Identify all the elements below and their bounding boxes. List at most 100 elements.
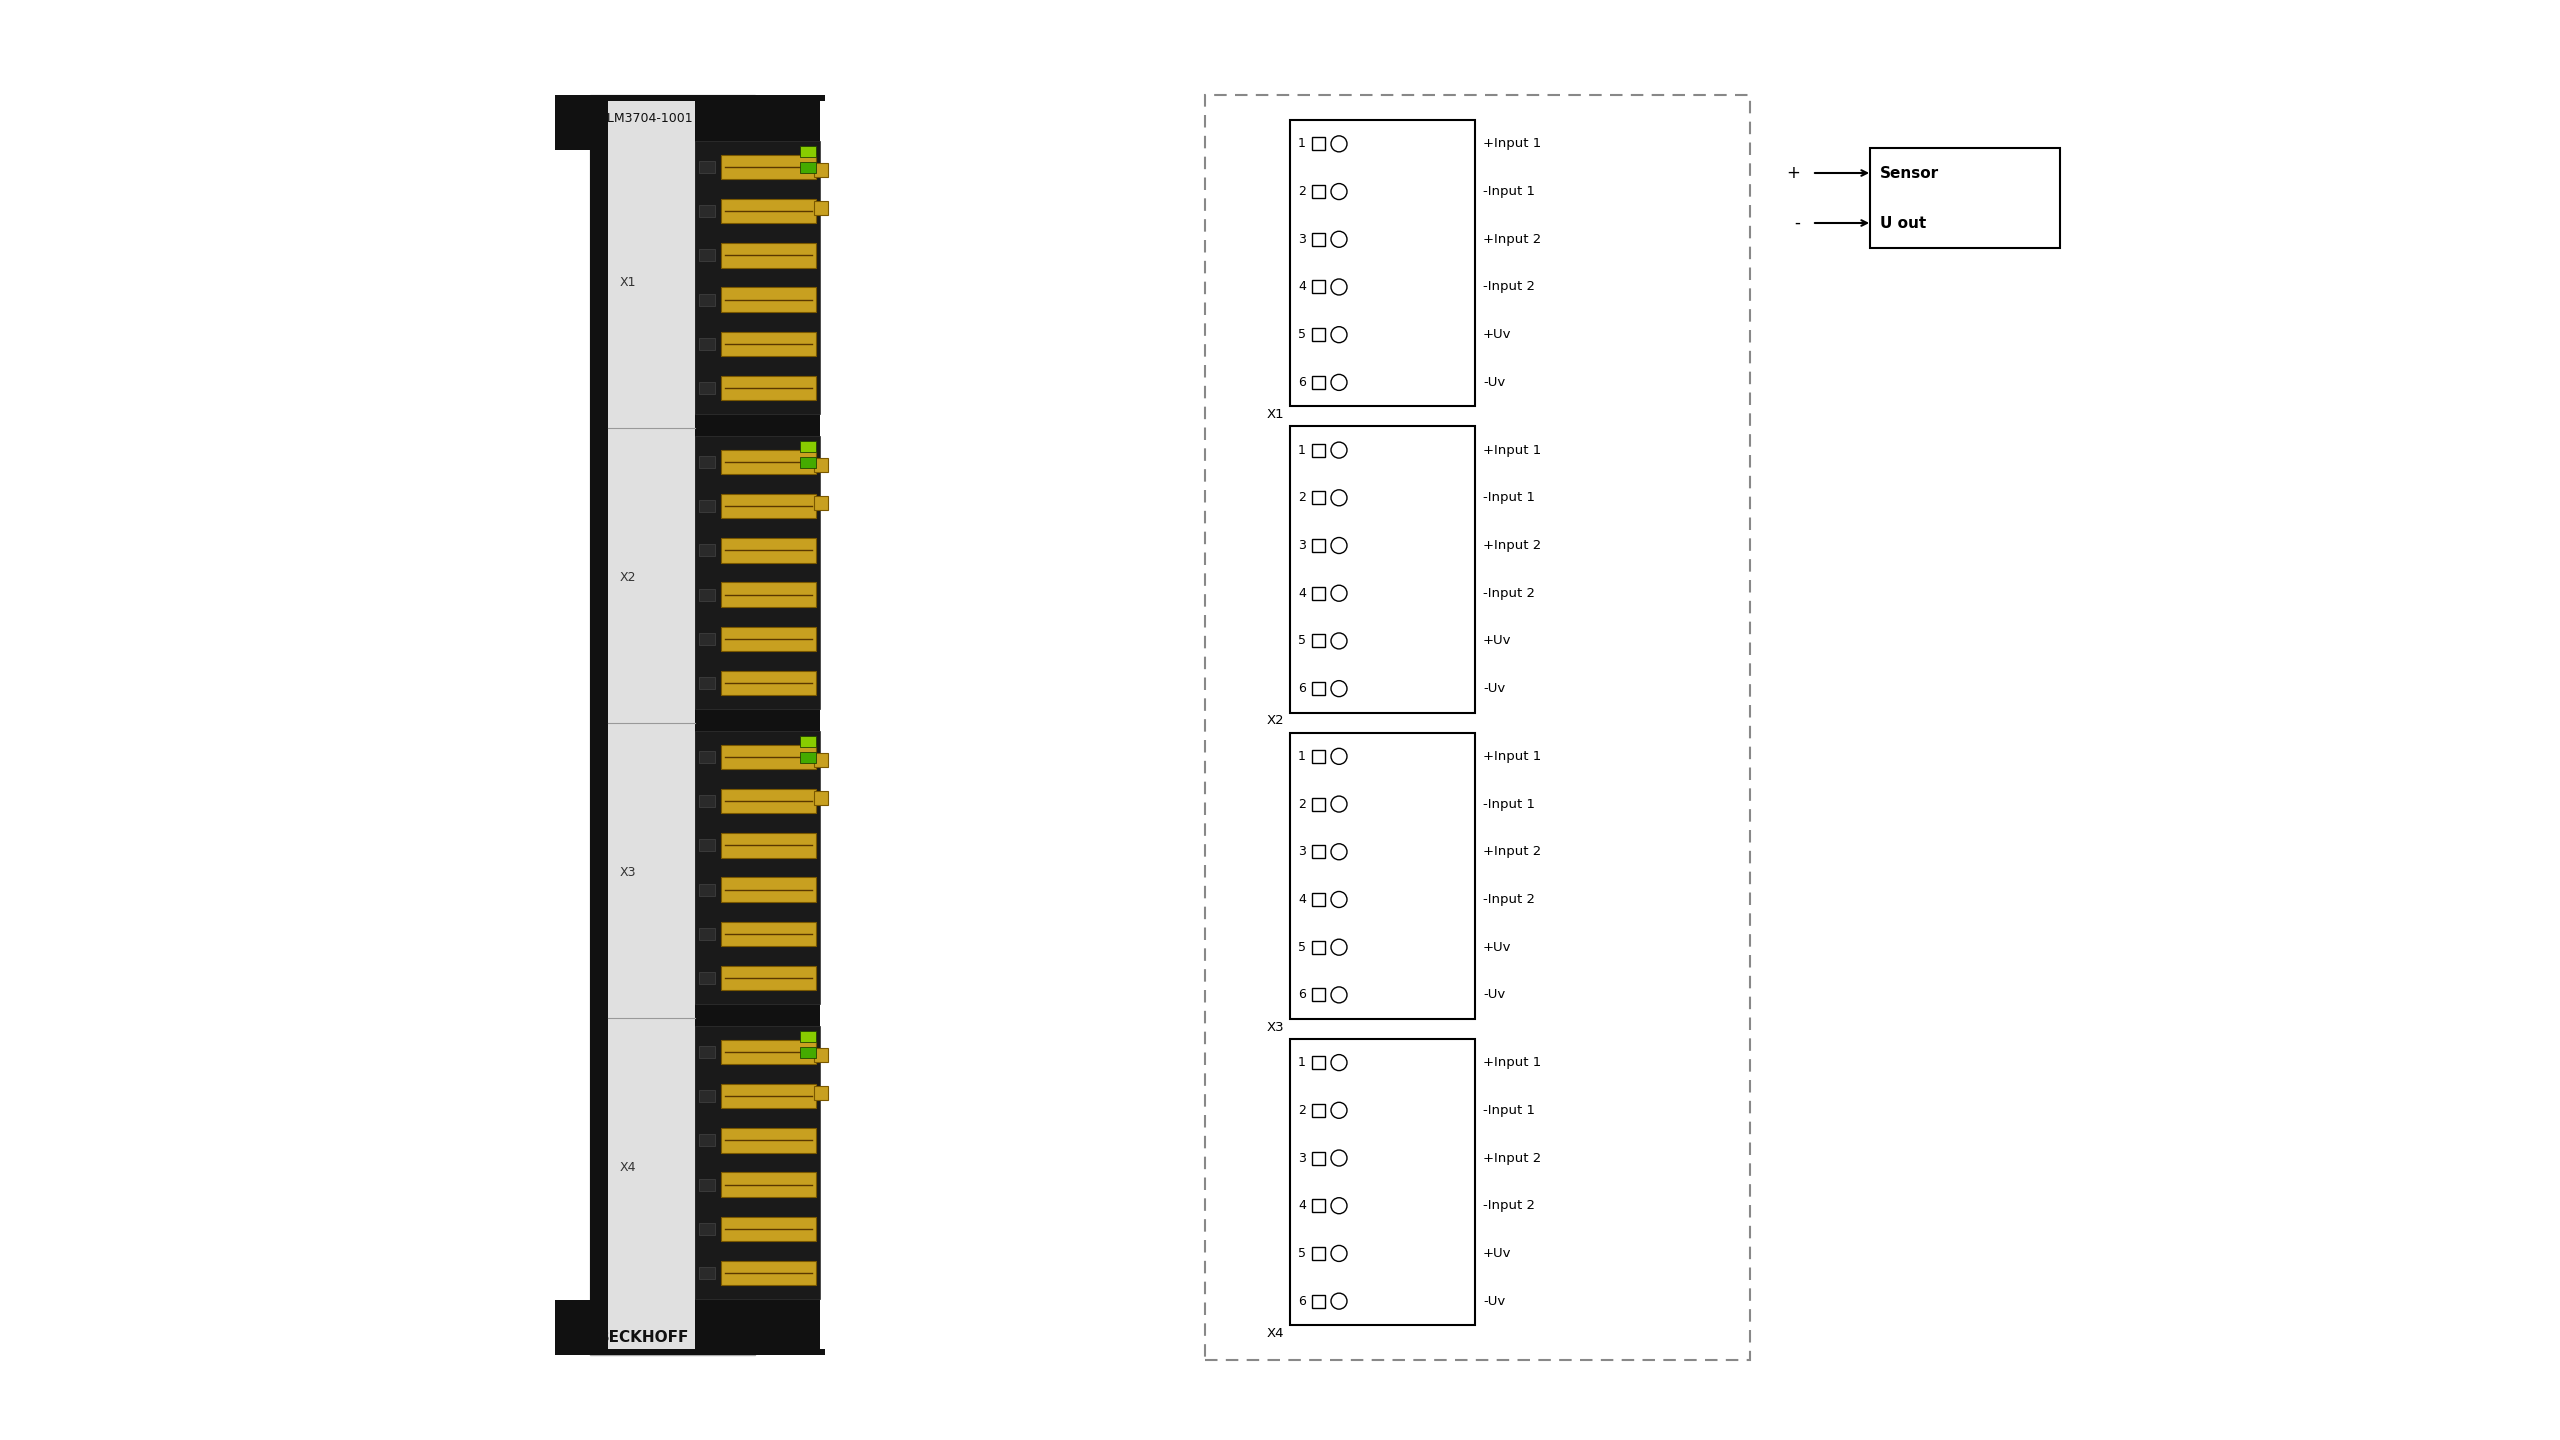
Bar (699, 632, 714, 645)
Bar (694, 436, 819, 708)
Bar (799, 441, 817, 452)
Bar (1313, 186, 1326, 199)
Text: X3: X3 (1267, 1021, 1285, 1034)
Text: 6: 6 (1298, 683, 1306, 696)
Bar (589, 95, 755, 1355)
Text: 4: 4 (1298, 893, 1306, 906)
Circle shape (1331, 1246, 1347, 1261)
Bar (699, 1135, 714, 1146)
Text: -Input 1: -Input 1 (1482, 491, 1536, 504)
Bar (1313, 586, 1326, 599)
Circle shape (1331, 374, 1347, 390)
Bar (694, 732, 819, 1004)
Text: U out: U out (1879, 216, 1925, 230)
Text: +Input 1: +Input 1 (1482, 137, 1541, 150)
Bar (1313, 281, 1326, 294)
Bar (699, 1090, 714, 1102)
Bar (556, 1349, 824, 1355)
Bar (722, 1172, 817, 1197)
Circle shape (1331, 135, 1347, 151)
Text: 5: 5 (1298, 1247, 1306, 1260)
Bar (1313, 940, 1326, 953)
Text: +Input 2: +Input 2 (1482, 845, 1541, 858)
Bar (699, 1223, 714, 1234)
Bar (1313, 137, 1326, 150)
Text: +Input 1: +Input 1 (1482, 1056, 1541, 1068)
Text: 3: 3 (1298, 845, 1306, 858)
Text: -Input 1: -Input 1 (1482, 186, 1536, 199)
Bar (699, 206, 714, 217)
Text: 1: 1 (1298, 750, 1306, 763)
Bar (699, 884, 714, 896)
Text: 3: 3 (1298, 1152, 1306, 1165)
Text: 6: 6 (1298, 988, 1306, 1001)
Bar (1290, 1038, 1475, 1325)
Text: 2: 2 (1298, 1104, 1306, 1117)
Text: +Input 2: +Input 2 (1482, 233, 1541, 246)
Bar (722, 539, 817, 563)
Text: 4: 4 (1298, 586, 1306, 599)
Bar (722, 626, 817, 651)
Text: +Input 1: +Input 1 (1482, 444, 1541, 456)
Bar (699, 752, 714, 763)
Bar (1313, 539, 1326, 552)
Bar (1313, 328, 1326, 341)
Bar (722, 966, 817, 991)
Bar (722, 582, 817, 606)
Bar (699, 294, 714, 305)
Text: 2: 2 (1298, 798, 1306, 811)
Bar (1313, 798, 1326, 811)
Bar (694, 95, 819, 1355)
Bar (799, 752, 817, 763)
Bar (556, 95, 824, 101)
Bar (722, 494, 817, 518)
Text: 4: 4 (1298, 281, 1306, 294)
Text: 5: 5 (1298, 940, 1306, 953)
Bar (1313, 750, 1326, 763)
Circle shape (1331, 796, 1347, 812)
Bar (799, 456, 817, 468)
Bar (1313, 845, 1326, 858)
Text: X2: X2 (620, 572, 637, 585)
Circle shape (1331, 490, 1347, 505)
Bar (799, 1047, 817, 1058)
Bar (699, 338, 714, 350)
Text: 3: 3 (1298, 233, 1306, 246)
Text: -: - (1795, 215, 1800, 232)
Bar (722, 789, 817, 814)
Bar (1206, 95, 1751, 1359)
Circle shape (1331, 1151, 1347, 1166)
Circle shape (1331, 986, 1347, 1002)
Text: X1: X1 (1267, 409, 1285, 422)
Bar (1313, 1104, 1326, 1117)
Bar (1290, 733, 1475, 1018)
Bar (814, 753, 827, 768)
Bar (699, 972, 714, 984)
Text: -Input 2: -Input 2 (1482, 281, 1536, 294)
Bar (1313, 233, 1326, 246)
Bar (699, 382, 714, 395)
Bar (1313, 376, 1326, 389)
Text: X1: X1 (620, 276, 637, 289)
Text: +Input 1: +Input 1 (1482, 750, 1541, 763)
Bar (699, 589, 714, 600)
Text: +Uv: +Uv (1482, 635, 1510, 648)
Bar (722, 671, 817, 696)
Bar (722, 1217, 817, 1241)
Bar (722, 331, 817, 356)
Bar (722, 744, 817, 769)
Text: -Input 2: -Input 2 (1482, 586, 1536, 599)
Bar (699, 795, 714, 808)
Text: +: + (1787, 164, 1800, 181)
Circle shape (1331, 891, 1347, 907)
Bar (699, 456, 714, 468)
Bar (1313, 683, 1326, 696)
Bar (699, 161, 714, 173)
Bar (814, 458, 827, 472)
Bar (1313, 444, 1326, 456)
Text: 2: 2 (1298, 186, 1306, 199)
Text: X3: X3 (620, 865, 637, 878)
Bar (1290, 426, 1475, 713)
Text: X2: X2 (1267, 714, 1285, 727)
Bar (699, 677, 714, 688)
